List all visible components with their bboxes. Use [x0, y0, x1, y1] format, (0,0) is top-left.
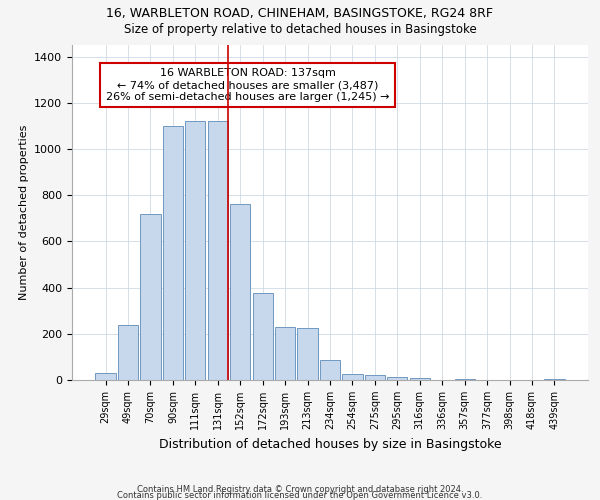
Bar — [343, 374, 362, 380]
Bar — [365, 376, 385, 380]
Bar — [95, 373, 116, 380]
Text: Contains public sector information licensed under the Open Government Licence v3: Contains public sector information licen… — [118, 490, 482, 500]
Bar — [387, 376, 407, 380]
Bar — [275, 327, 295, 380]
X-axis label: Distribution of detached houses by size in Basingstoke: Distribution of detached houses by size … — [158, 438, 502, 450]
Text: Size of property relative to detached houses in Basingstoke: Size of property relative to detached ho… — [124, 22, 476, 36]
Text: Contains HM Land Registry data © Crown copyright and database right 2024.: Contains HM Land Registry data © Crown c… — [137, 484, 463, 494]
Y-axis label: Number of detached properties: Number of detached properties — [19, 125, 29, 300]
Bar — [298, 328, 317, 380]
Bar — [544, 379, 565, 380]
Bar — [455, 379, 475, 380]
Bar — [140, 214, 161, 380]
Bar — [163, 126, 183, 380]
Bar — [118, 324, 138, 380]
Bar — [320, 360, 340, 380]
Bar — [410, 378, 430, 380]
Text: 16, WARBLETON ROAD, CHINEHAM, BASINGSTOKE, RG24 8RF: 16, WARBLETON ROAD, CHINEHAM, BASINGSTOK… — [107, 8, 493, 20]
Bar — [253, 294, 273, 380]
Bar — [230, 204, 250, 380]
Bar — [185, 121, 205, 380]
Text: 16 WARBLETON ROAD: 137sqm
← 74% of detached houses are smaller (3,487)
26% of se: 16 WARBLETON ROAD: 137sqm ← 74% of detac… — [106, 68, 389, 102]
Bar — [208, 121, 228, 380]
